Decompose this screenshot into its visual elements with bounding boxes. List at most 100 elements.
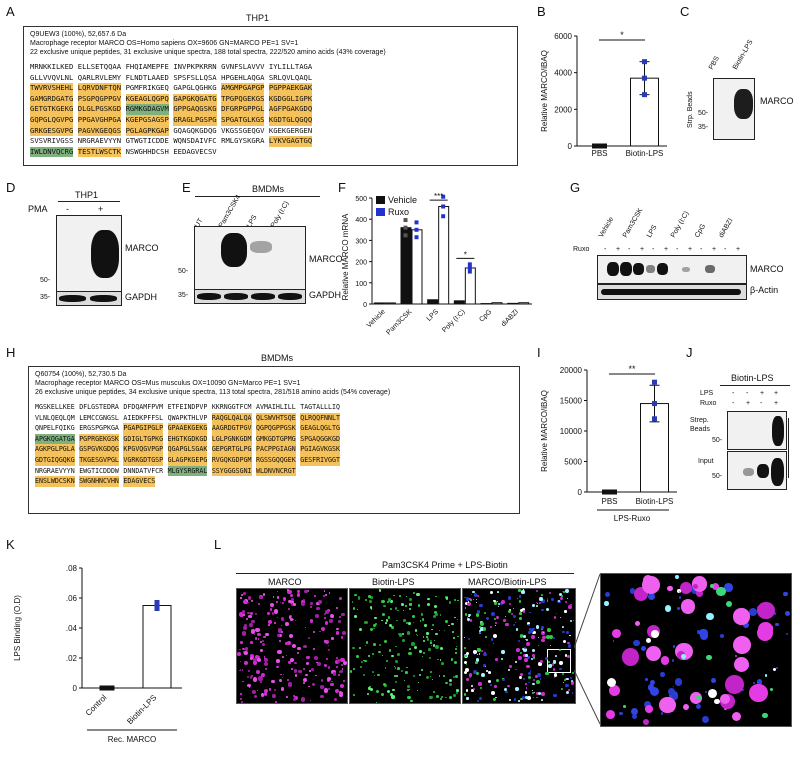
fluorescence-dot <box>422 636 425 638</box>
fluorescence-dot <box>714 698 720 704</box>
panel-e-protein-label: MARCO <box>309 254 343 264</box>
fluorescence-dot <box>249 622 253 627</box>
fluorescence-dot <box>572 619 575 621</box>
sequence-chunk: PGLAGPKGAP <box>125 125 169 137</box>
fluorescence-dot <box>241 669 244 671</box>
fluorescence-dot <box>267 620 272 624</box>
fluorescence-dot <box>251 620 255 624</box>
data-point <box>592 143 597 149</box>
fluorescence-dot <box>650 629 660 638</box>
x-tick-label: Biotin-LPS <box>626 149 664 158</box>
fluorescence-dot <box>451 622 454 626</box>
fluorescence-dot <box>532 682 535 685</box>
panel-g-ruxo-sign: - <box>676 246 679 253</box>
fluorescence-dot <box>568 605 572 609</box>
fluorescence-dot <box>783 591 788 597</box>
fluorescence-dot <box>469 619 473 622</box>
fluorescence-dot <box>303 682 306 685</box>
fluorescence-dot <box>422 640 425 643</box>
fluorescence-dot <box>706 612 714 621</box>
fluorescence-dot <box>381 599 385 604</box>
fluorescence-dot <box>439 646 444 650</box>
legend-swatch <box>376 208 385 216</box>
fluorescence-dot <box>451 630 454 633</box>
sequence-chunk: AAGRDGTPGV <box>211 423 252 434</box>
sequence-chunk: KKRNGGTFCM <box>211 403 252 411</box>
sequence-chunk: GSPGVKGDQG <box>79 444 119 455</box>
fluorescence-dot <box>463 636 465 638</box>
fluorescence-dot <box>239 612 244 617</box>
fluorescence-dot <box>359 627 363 632</box>
fluorescence-dot <box>242 647 245 651</box>
data-point <box>441 214 446 219</box>
fluorescence-dot <box>520 634 524 638</box>
sequence-chunk: KGDGGLIGPK <box>268 93 313 105</box>
fluorescence-dot <box>364 620 368 625</box>
fluorescence-dot <box>291 618 294 621</box>
fluorescence-dot <box>464 655 467 658</box>
fluorescence-dot <box>390 607 392 610</box>
fluorescence-dot <box>276 633 280 637</box>
fluorescence-dot <box>775 623 779 627</box>
fluorescence-dot <box>464 596 466 599</box>
sequence-row: TWVRVSHEHL LQRVDNFTQN PGMFRIKGEQ GAPGLQGHKG… <box>30 83 317 94</box>
fluorescence-dot <box>369 596 373 600</box>
fluorescence-dot <box>248 614 253 619</box>
fluorescence-dot <box>293 603 296 606</box>
fluorescence-dot <box>439 659 442 662</box>
fluorescence-dot <box>678 596 682 600</box>
fluorescence-dot <box>429 642 432 644</box>
fluorescence-dot <box>280 624 283 627</box>
fluorescence-dot <box>553 676 555 678</box>
fluorescence-dot <box>240 641 243 644</box>
fluorescence-dot <box>439 614 441 616</box>
fluorescence-dot <box>418 650 422 654</box>
fluorescence-dot <box>290 603 294 607</box>
fluorescence-dot <box>269 602 274 607</box>
fluorescence-dot <box>494 617 497 620</box>
panel-d-marker-35: 35- <box>40 294 51 301</box>
panel-j-input-label: Input <box>698 458 714 465</box>
x-tick-label: Biotin-LPS <box>125 693 158 726</box>
fluorescence-dot <box>377 673 380 677</box>
fluorescence-dot <box>454 647 457 650</box>
fluorescence-dot <box>357 597 361 600</box>
fluorescence-dot <box>525 687 527 689</box>
fluorescence-dot <box>530 628 534 632</box>
y-axis-label: Relative MARCO/iBAQ <box>540 390 549 472</box>
panel-e-title: BMDMs <box>252 184 284 194</box>
y-tick-label: 0 <box>578 488 583 497</box>
panel-l-merge-image <box>462 588 576 704</box>
fluorescence-dot <box>326 677 331 682</box>
fluorescence-dot <box>370 627 374 631</box>
fluorescence-dot <box>433 614 437 618</box>
fluorescence-dot <box>305 673 308 676</box>
fluorescence-dot <box>413 591 416 594</box>
fluorescence-dot <box>323 663 327 667</box>
fluorescence-dot <box>257 632 261 637</box>
fluorescence-dot <box>289 618 293 622</box>
sequence-chunk: NSWGHHDCSH <box>125 146 169 156</box>
fluorescence-dot <box>562 681 564 683</box>
fluorescence-dot <box>483 652 487 657</box>
fluorescence-dot <box>482 627 487 631</box>
fluorescence-dot <box>494 658 498 662</box>
fluorescence-dot <box>454 616 456 618</box>
fluorescence-dot <box>410 700 413 703</box>
sequence-row: GDTGIQGQKG TKGESGVPGL VGRKGDTGSP GLAGPKGEPG… <box>35 454 344 466</box>
panel-j-input-blot <box>727 451 787 490</box>
panel-c-marker-35: 35- <box>698 124 709 131</box>
fluorescence-dot <box>435 632 438 635</box>
fluorescence-dot <box>517 597 519 600</box>
fluorescence-dot <box>528 627 532 631</box>
fluorescence-dot <box>303 668 306 671</box>
fluorescence-dot <box>391 654 394 657</box>
fluorescence-dot <box>468 673 473 677</box>
fluorescence-dot <box>388 624 392 628</box>
fluorescence-dot <box>278 628 283 633</box>
fluorescence-dot <box>331 637 334 640</box>
fluorescence-dot <box>325 610 330 615</box>
y-tick-label: 200 <box>355 260 367 267</box>
fluorescence-dot <box>537 644 539 646</box>
fluorescence-dot <box>523 648 527 652</box>
